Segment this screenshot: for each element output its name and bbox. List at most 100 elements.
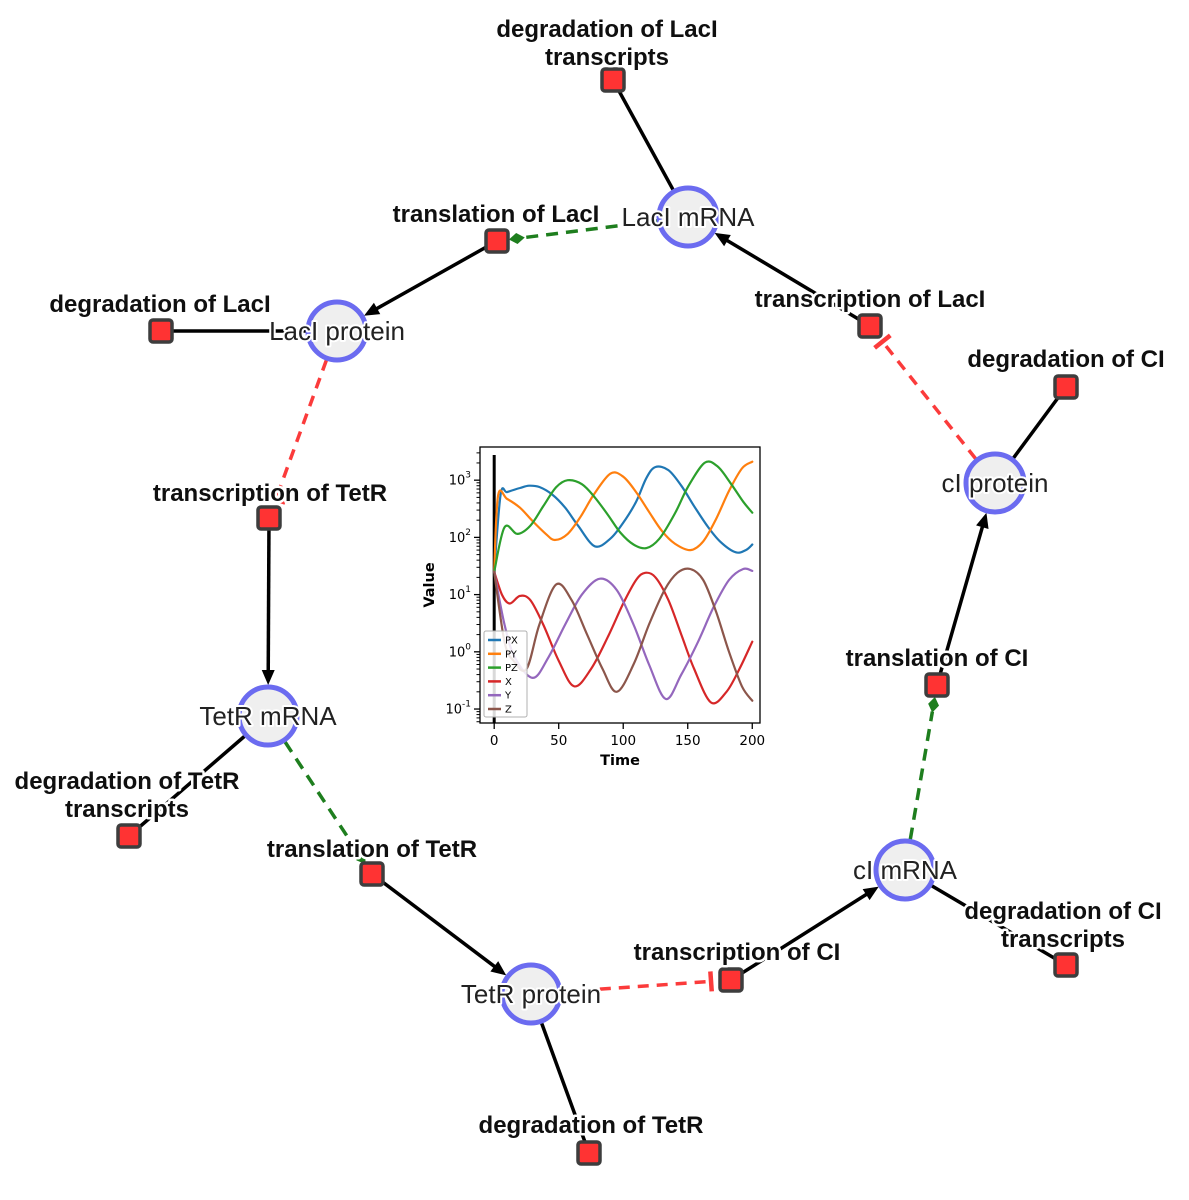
edge-laci-mrna-translation-of-laci [508, 219, 658, 244]
catalysis-diamond [928, 696, 940, 713]
production-edge-line [266, 517, 271, 676]
arrowhead [862, 886, 879, 901]
reaction-label-line: translation of TetR [267, 836, 477, 863]
reaction-label-line: translation of CI [846, 645, 1029, 672]
edge-transcription-of-tetr-tetr-mrna [261, 517, 275, 686]
catalysis-edge-line [523, 219, 658, 240]
edge-ci-mrna-translation-of-ci [908, 696, 940, 840]
labels-layer: LacI mRNA LacI protein TetR mRNA TetR prote… [12, 14, 1167, 1142]
series-curve-PZ [493, 460, 754, 573]
reaction-label-line: transcription of TetR [153, 480, 387, 507]
y-tick-label: 101 [449, 585, 471, 603]
production-edge-line [371, 239, 498, 313]
reaction-label-line: transcripts [545, 44, 669, 71]
y-tick-label: 103 [449, 471, 471, 489]
reaction-node-translation-of-tetr[interactable] [359, 861, 385, 887]
reaction-label-transcription-of-ci: transcription of CI [634, 939, 841, 966]
arrowhead [714, 232, 731, 247]
reaction-node-degradation-of-tetr[interactable] [576, 1140, 602, 1166]
legend-label-Y: Y [504, 691, 512, 702]
reaction-node-degradation-of-tetr-transcripts[interactable] [116, 823, 142, 849]
reaction-label-translation-of-laci: translation of LacI [393, 201, 600, 228]
x-tick-label: 100 [610, 733, 636, 749]
reaction-label-transcription-of-laci: transcription of LacI [755, 286, 986, 313]
reaction-node-degradation-of-ci-transcripts[interactable] [1053, 952, 1079, 978]
species-node-tetr-mrna[interactable] [236, 684, 300, 748]
species-node-laci-mrna[interactable] [656, 185, 720, 249]
consumption-edge-line [930, 884, 1067, 967]
reaction-label-degradation-of-ci-transcripts: degradation of CI transcripts [964, 898, 1161, 953]
reaction-label-line: degradation of LacI [49, 291, 270, 318]
chart-legend: PX PY PZ XYZ [483, 630, 528, 718]
reaction-node-transcription-of-tetr[interactable] [256, 505, 282, 531]
edge-laci-protein-transcription-of-tetr [265, 359, 329, 505]
y-tick-label: 10-1 [445, 700, 471, 718]
catalysis-edge-line [283, 740, 359, 853]
chart-curves [493, 460, 754, 705]
reaction-node-translation-of-laci[interactable] [484, 228, 510, 254]
y-tick-base: 10 [445, 703, 462, 718]
legend-label-PZ: PZ [505, 663, 518, 674]
consumption-edge-line [127, 734, 246, 838]
reaction-node-translation-of-ci[interactable] [924, 672, 950, 698]
reaction-label-degradation-of-laci: degradation of LacI [49, 291, 270, 318]
series-curve-Y [493, 567, 754, 701]
consumption-edge-line [611, 79, 675, 191]
reaction-node-transcription-of-ci[interactable] [718, 967, 744, 993]
legend-label-PX: PX [505, 636, 518, 647]
y-tick-exponent: -1 [462, 700, 471, 710]
inhibition-bar [265, 493, 287, 505]
arrowhead [490, 961, 507, 976]
x-tick-label: 200 [739, 733, 765, 749]
reaction-label-line: degradation of LacI [496, 16, 717, 43]
reaction-label-line: transcripts [65, 796, 189, 823]
inhibition-bar [873, 333, 892, 350]
edge-laci-mrna-degradation-of-laci-transcripts [611, 79, 675, 191]
inhibition-edge-line [561, 979, 708, 994]
reaction-label-line: transcription of CI [634, 939, 841, 966]
species-node-laci-protein[interactable] [305, 299, 369, 363]
species-node-tetr-protein[interactable] [499, 962, 563, 1026]
reaction-node-degradation-of-laci[interactable] [148, 318, 174, 344]
species-label-ci-mrna: cI mRNA [853, 855, 958, 885]
edges-layer [127, 79, 1068, 1154]
species-label-tetr-protein: TetR protein [461, 979, 601, 1009]
reaction-label-transcription-of-tetr: transcription of TetR [153, 480, 387, 507]
chart-y-axis-label: Value [422, 562, 438, 608]
reaction-label-translation-of-ci: translation of CI [846, 645, 1029, 672]
y-tick-exponent: 1 [465, 585, 471, 595]
production-edge-line [722, 236, 871, 328]
production-edge-line [935, 521, 986, 686]
reaction-label-line: transcription of LacI [755, 286, 986, 313]
species-node-ci-protein[interactable] [963, 451, 1027, 515]
reaction-node-transcription-of-laci[interactable] [857, 313, 883, 339]
reaction-label-degradation-of-tetr: degradation of TetR [479, 1112, 704, 1139]
reaction-node-degradation-of-laci-transcripts[interactable] [600, 67, 626, 93]
reaction-label-line: degradation of CI [967, 346, 1164, 373]
catalysis-diamond [508, 233, 525, 244]
edge-translation-of-ci-ci-protein [935, 512, 989, 686]
species-label-tetr-mrna: TetR mRNA [199, 701, 337, 731]
edge-ci-protein-transcription-of-laci [873, 333, 978, 460]
reaction-label-line: degradation of TetR [15, 768, 240, 795]
edge-tetr-protein-transcription-of-ci [561, 971, 714, 994]
edge-tetr-mrna-degradation-of-tetr-transcripts [127, 734, 246, 838]
catalysis-diamond [356, 850, 366, 864]
edge-ci-mrna-degradation-of-ci-transcripts [930, 884, 1067, 967]
y-tick-exponent: 2 [465, 528, 471, 538]
legend-label-PY: PY [505, 649, 518, 660]
production-edge-line [370, 872, 500, 971]
reaction-label-translation-of-tetr: translation of TetR [267, 836, 477, 863]
y-tick-base: 10 [449, 474, 466, 489]
arrowhead [976, 512, 989, 530]
edge-transcription-of-laci-laci-mrna [714, 232, 871, 328]
species-node-ci-mrna[interactable] [873, 838, 937, 902]
reaction-node-degradation-of-ci[interactable] [1053, 374, 1079, 400]
inhibition-bar [708, 971, 714, 992]
nodes-layer [116, 67, 1079, 1166]
x-tick-label: 150 [675, 733, 701, 749]
chart-x-axis-label: Time [600, 753, 640, 769]
legend-label-X: X [505, 677, 512, 688]
arrowhead [364, 302, 381, 316]
y-tick-exponent: 3 [465, 471, 471, 481]
